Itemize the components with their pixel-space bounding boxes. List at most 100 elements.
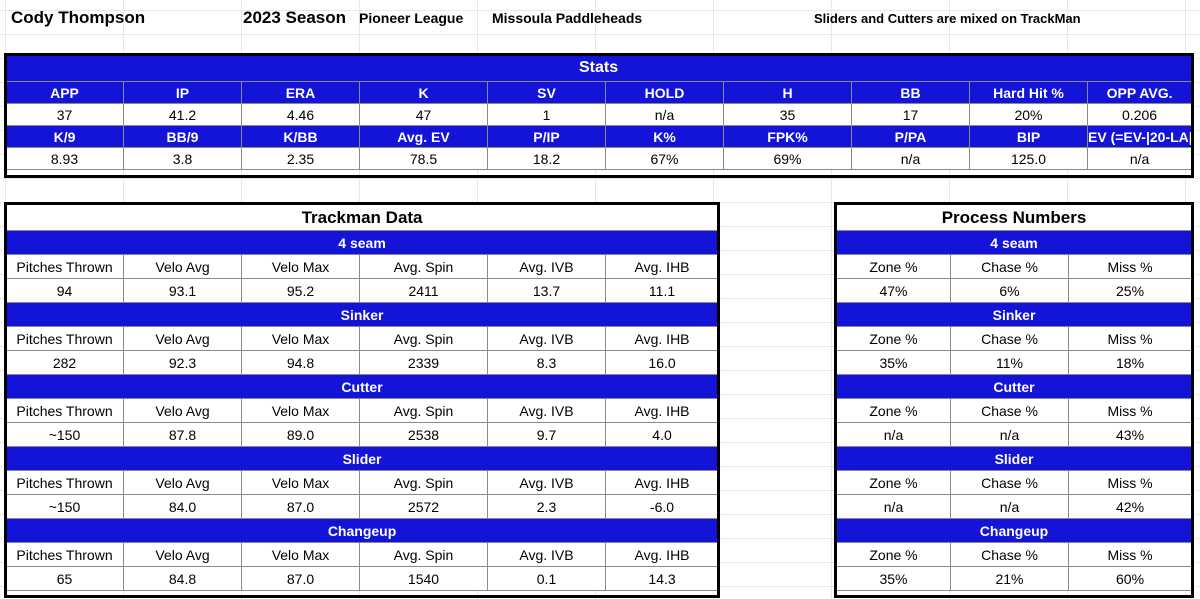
pitch-value-row: ~150 87.8 89.0 2538 9.7 4.0: [5, 422, 720, 447]
stats-value-cell: n/a: [851, 147, 970, 170]
pitch-column-header: Zone %: [836, 398, 951, 423]
pitch-column-header: Avg. IVB: [487, 542, 606, 567]
pitch-type-header: Slider: [835, 446, 1193, 471]
pitch-column-header: Avg. Spin: [359, 542, 488, 567]
pitch-value-cell: 4.0: [604, 422, 720, 447]
stats-value-cell: 8.93: [5, 147, 124, 170]
player-name: Cody Thompson: [11, 8, 146, 27]
pitch-title-row: Sinker: [835, 302, 1193, 327]
pitch-column-header: Avg. IHB: [604, 254, 720, 279]
stats-value-cell: 47: [359, 103, 488, 126]
pitch-column-header: Velo Avg: [123, 470, 242, 495]
stats-value-row-2: 8.93 3.8 2.35 78.5 18.2 67% 69% n/a 125.0 n/a: [5, 147, 1193, 170]
pitch-value-row: 35% 11% 18%: [836, 350, 1193, 375]
stats-column-header: K/9: [5, 125, 124, 148]
pitch-value-cell: 87.8: [123, 422, 242, 447]
stats-header-row-2: K/9 BB/9 K/BB Avg. EV P/IP K% FPK% P/PA BIP EV (=…: [5, 125, 1193, 148]
pitch-column-header: Pitches Thrown: [5, 254, 124, 279]
pitch-value-cell: 9.7: [487, 422, 606, 447]
stats-value-row-1: 37 41.2 4.46 47 1 n/a 35 17 20% 0.206: [5, 103, 1193, 126]
pitch-value-cell: 87.0: [241, 566, 360, 591]
pitch-value-cell: 0.1: [487, 566, 606, 591]
pitch-column-header: Velo Max: [241, 470, 360, 495]
pitch-value-cell: 25%: [1067, 278, 1193, 303]
pitch-value-cell: 282: [5, 350, 124, 375]
pitch-value-cell: 92.3: [123, 350, 242, 375]
pitch-column-header: Avg. IVB: [487, 398, 606, 423]
pitch-value-cell: 89.0: [241, 422, 360, 447]
pitch-column-header: Velo Max: [241, 254, 360, 279]
pitch-value-cell: 2538: [359, 422, 488, 447]
pitch-column-header: Avg. IVB: [487, 326, 606, 351]
pitch-value-row: 282 92.3 94.8 2339 8.3 16.0: [5, 350, 720, 375]
pitch-column-header: Miss %: [1067, 398, 1193, 423]
process-table: Process Numbers 4 seam Zone % Chase % Miss …: [835, 204, 1193, 591]
pitch-value-cell: 21%: [950, 566, 1069, 591]
stats-value-cell: 0.206: [1086, 103, 1193, 126]
pitch-column-header: Chase %: [950, 542, 1069, 567]
pitch-title-row: Slider: [835, 446, 1193, 471]
pitch-column-header: Zone %: [836, 326, 951, 351]
pitch-value-cell: n/a: [950, 494, 1069, 519]
pitch-type-header: Sinker: [4, 302, 720, 327]
stats-value-cell: 67%: [605, 147, 724, 170]
pitch-column-header: Avg. Spin: [359, 254, 488, 279]
stats-value-cell: 20%: [969, 103, 1088, 126]
pitch-column-header: Zone %: [836, 254, 951, 279]
season-label: 2023 Season: [243, 8, 347, 27]
stats-column-header: IP: [123, 81, 242, 104]
pitch-value-cell: 42%: [1067, 494, 1193, 519]
pitch-value-cell: 2411: [359, 278, 488, 303]
pitch-value-cell: n/a: [836, 494, 951, 519]
stats-column-header: P/IP: [487, 125, 606, 148]
pitch-value-row: 35% 21% 60%: [836, 566, 1193, 591]
league-label: Pioneer League: [359, 10, 464, 26]
pitch-column-header: Pitches Thrown: [5, 326, 124, 351]
pitch-column-header: Zone %: [836, 542, 951, 567]
pitch-column-header-row: Zone % Chase % Miss %: [836, 470, 1193, 495]
pitch-column-header: Avg. IHB: [604, 470, 720, 495]
pitch-value-cell: 93.1: [123, 278, 242, 303]
stats-column-header: FPK%: [723, 125, 852, 148]
pitch-value-cell: 1540: [359, 566, 488, 591]
stats-column-header: K: [359, 81, 488, 104]
trackman-title: Trackman Data: [4, 204, 720, 231]
stats-value-cell: 78.5: [359, 147, 488, 170]
pitch-value-row: n/a n/a 43%: [836, 422, 1193, 447]
pitch-value-row: n/a n/a 42%: [836, 494, 1193, 519]
pitch-column-header-row: Pitches Thrown Velo Avg Velo Max Avg. Spin A…: [5, 398, 720, 423]
stats-column-header: Hard Hit %: [969, 81, 1088, 104]
pitch-value-cell: 60%: [1067, 566, 1193, 591]
process-title: Process Numbers: [835, 204, 1193, 231]
pitch-column-header: Velo Max: [241, 398, 360, 423]
stats-column-header: ERA: [241, 81, 360, 104]
stats-value-cell: n/a: [605, 103, 724, 126]
stats-column-header: K/BB: [241, 125, 360, 148]
pitch-column-header: Velo Max: [241, 542, 360, 567]
pitch-column-header: Velo Avg: [123, 254, 242, 279]
trackman-table: Trackman Data 4 seam Pitches Thrown Velo A…: [4, 204, 720, 591]
pitch-title-row: 4 seam: [4, 230, 720, 255]
stats-value-cell: 37: [5, 103, 124, 126]
pitch-column-header: Velo Max: [241, 326, 360, 351]
stats-value-cell: 17: [851, 103, 970, 126]
pitch-title-row: Changeup: [835, 518, 1193, 543]
stats-column-header: OPP AVG.: [1086, 81, 1193, 104]
pitch-value-cell: 11%: [950, 350, 1069, 375]
pitch-column-header: Miss %: [1067, 470, 1193, 495]
trackman-note: Sliders and Cutters are mixed on TrackMa…: [814, 11, 1081, 26]
pitch-title-row: Cutter: [4, 374, 720, 399]
stats-column-header: H: [723, 81, 852, 104]
pitch-column-header: Pitches Thrown: [5, 398, 124, 423]
stats-value-cell: 41.2: [123, 103, 242, 126]
pitch-column-header-row: Zone % Chase % Miss %: [836, 542, 1193, 567]
pitch-column-header: Pitches Thrown: [5, 542, 124, 567]
pitch-value-cell: 84.8: [123, 566, 242, 591]
pitch-value-cell: n/a: [950, 422, 1069, 447]
pitch-column-header: Avg. IHB: [604, 326, 720, 351]
pitch-column-header: Velo Avg: [123, 398, 242, 423]
pitch-column-header: Avg. IVB: [487, 254, 606, 279]
pitch-value-cell: 43%: [1067, 422, 1193, 447]
pitch-value-cell: 84.0: [123, 494, 242, 519]
pitch-column-header: Velo Avg: [123, 326, 242, 351]
